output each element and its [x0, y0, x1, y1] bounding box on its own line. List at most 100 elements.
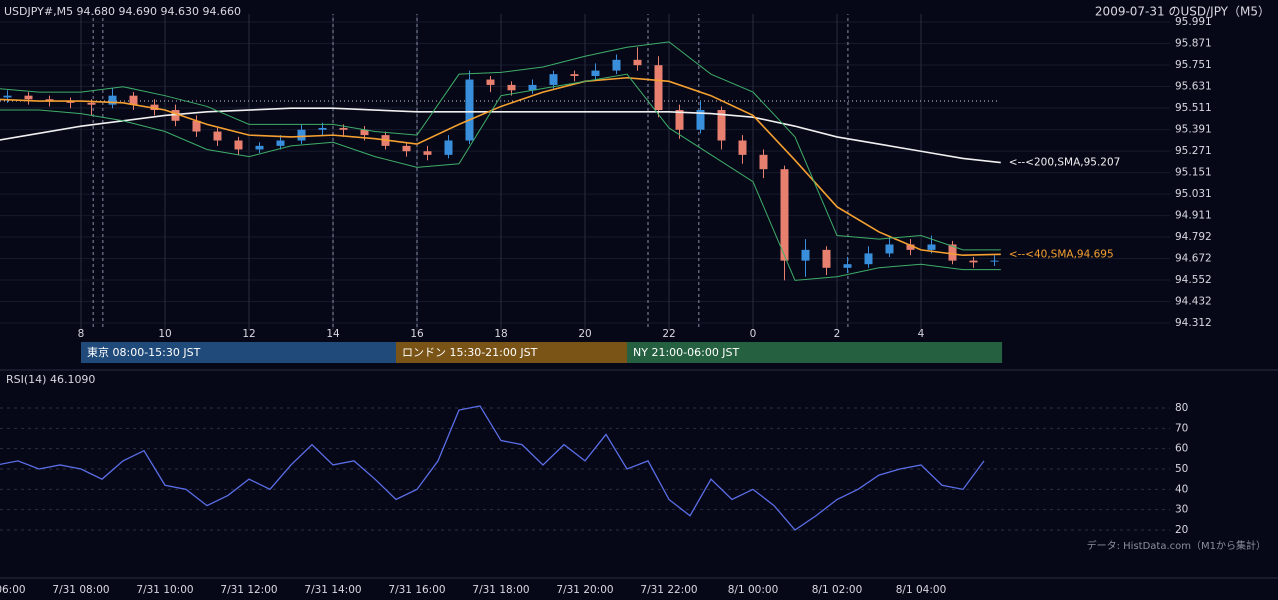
rsi-plot — [0, 405, 1170, 531]
candle-body — [570, 74, 579, 76]
y-tick-label: 80 — [1175, 402, 1188, 414]
y-tick-label: 60 — [1175, 443, 1188, 455]
y-tick-label: 40 — [1175, 483, 1188, 495]
y-tick-label: 95.511 — [1175, 102, 1212, 114]
x-tick-label: 7/31 08:00 — [52, 584, 109, 596]
x-tick-label: 12 — [242, 328, 255, 340]
x-tick-label: 7/31 22:00 — [640, 584, 697, 596]
candle-body — [528, 84, 537, 91]
x-tick-label: 7/31 12:00 — [220, 584, 277, 596]
candle-body — [339, 127, 348, 130]
candle-body — [612, 59, 621, 71]
y-tick-label: 95.391 — [1175, 124, 1212, 136]
candle-body — [885, 244, 894, 254]
y-tick-label: 20 — [1175, 524, 1188, 536]
y-tick-label: 70 — [1175, 422, 1188, 434]
session-bar — [81, 342, 396, 363]
candle-body — [717, 110, 726, 141]
x-tick-label: 22 — [662, 328, 675, 340]
session-bar — [396, 342, 627, 363]
indicator-label: <--<40,SMA,94.695 — [1009, 248, 1114, 260]
credit: データ: HistData.com（M1から集計） — [1087, 539, 1266, 552]
rsi-title: RSI(14) 46.1090 — [6, 373, 95, 386]
candle-body — [633, 59, 642, 66]
candle-body — [843, 264, 852, 268]
x-tick-label: 18 — [494, 328, 507, 340]
candle-body — [927, 244, 936, 250]
x-tick-label: 8 — [78, 328, 85, 340]
session-label: NY 21:00-06:00 JST — [633, 346, 740, 359]
candle-body — [318, 127, 327, 130]
candle-body — [255, 145, 264, 150]
y-tick-label: 95.751 — [1175, 59, 1212, 71]
chart-subtitle: 2009-07-31 のUSD/JPY（M5） — [1095, 5, 1270, 19]
candle-body — [507, 84, 516, 91]
indicator-line — [0, 73, 1001, 281]
y-tick-label: 95.631 — [1175, 81, 1212, 93]
y-tick-label: 94.672 — [1175, 252, 1212, 264]
candle-body — [171, 110, 180, 121]
candle-body — [591, 70, 600, 76]
y-tick-label: 94.312 — [1175, 317, 1212, 329]
candle-body — [45, 99, 54, 102]
candle-body — [486, 79, 495, 85]
indicator-line — [0, 107, 1001, 164]
y-tick-label: 94.792 — [1175, 231, 1212, 243]
candle-body — [213, 131, 222, 141]
y-tick-label: 95.031 — [1175, 188, 1212, 200]
x-tick-label: 10 — [158, 328, 171, 340]
x-tick-label: 20 — [578, 328, 591, 340]
x-tick-label: 14 — [326, 328, 340, 340]
x-tick-label: 7/31 18:00 — [472, 584, 529, 596]
candle-body — [759, 154, 768, 170]
x-tick-label: 16 — [410, 328, 424, 340]
chart-title: USDJPY#,M5 94.680 94.690 94.630 94.660 — [4, 5, 241, 18]
y-tick-label: 95.271 — [1175, 145, 1212, 157]
candle-body — [3, 95, 12, 98]
candle-body — [822, 249, 831, 268]
y-tick-label: 30 — [1175, 504, 1188, 516]
candle-body — [192, 120, 201, 132]
price-plot — [0, 14, 1170, 330]
candle-body — [738, 140, 747, 155]
candle-body — [444, 140, 453, 155]
candle-body — [465, 79, 474, 141]
x-tick-label: 7/31 16:00 — [388, 584, 445, 596]
y-tick-label: 95.871 — [1175, 38, 1212, 50]
candle-body — [297, 129, 306, 141]
x-tick-label: 7/31 14:00 — [304, 584, 361, 596]
candle-body — [423, 151, 432, 155]
candle-body — [234, 140, 243, 150]
x-tick-label: 8/1 04:00 — [896, 584, 947, 596]
x-tick-label: 7/31 06:00 — [0, 584, 26, 596]
session-bar — [627, 342, 1003, 363]
x-tick-label: 6 — [0, 328, 1, 340]
candle-body — [969, 260, 978, 263]
y-tick-label: 94.552 — [1175, 274, 1212, 286]
candle-body — [948, 244, 957, 261]
rsi-line — [0, 405, 985, 531]
candle-body — [108, 95, 117, 105]
candle-body — [549, 74, 558, 85]
y-tick-label: 50 — [1175, 463, 1188, 475]
candle-body — [150, 104, 159, 111]
candle-body — [696, 110, 705, 130]
y-tick-label: 95.151 — [1175, 167, 1212, 179]
x-tick-label: 8/1 02:00 — [812, 584, 863, 596]
x-tick-label: 7/31 20:00 — [556, 584, 613, 596]
x-tick-label: 8/1 00:00 — [728, 584, 779, 596]
candle-body — [129, 95, 138, 105]
indicator-line — [0, 76, 1001, 257]
candle-body — [906, 244, 915, 250]
candle-body — [780, 169, 789, 261]
x-tick-label: 2 — [834, 328, 841, 340]
session-label: ロンドン 15:30-21:00 JST — [402, 346, 538, 359]
y-tick-label: 94.911 — [1175, 210, 1212, 222]
x-tick-label: 7/31 10:00 — [136, 584, 193, 596]
candle-body — [24, 95, 33, 100]
indicator-line — [0, 41, 1001, 251]
candle-body — [990, 260, 999, 262]
session-label: 東京 08:00-15:30 JST — [87, 345, 201, 359]
